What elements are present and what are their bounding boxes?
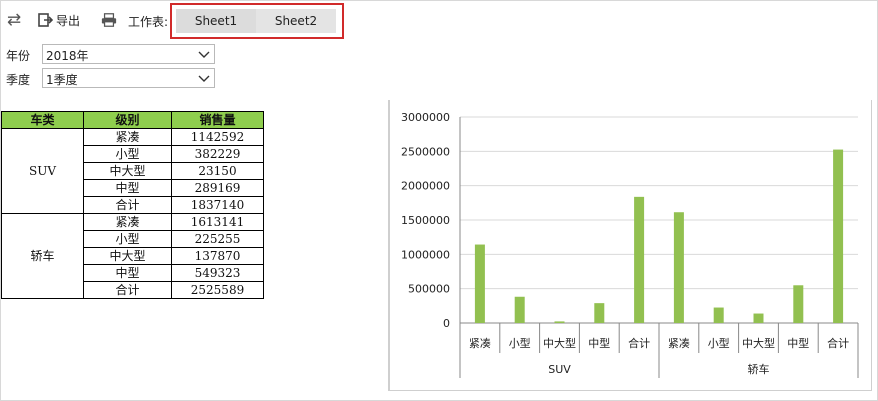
x-tick-label: 小型: [708, 336, 730, 350]
print-icon[interactable]: [101, 11, 117, 29]
year-select[interactable]: 2018年: [42, 44, 215, 64]
sheet-tabs: Sheet1 Sheet2: [176, 9, 336, 33]
level-cell: 中大型: [83, 247, 172, 265]
sales-cell: 382229: [171, 145, 264, 163]
sheet-label: 工作表:: [128, 15, 169, 29]
x-tick-label: 中大型: [543, 336, 576, 350]
y-tick-label: 1500000: [401, 214, 450, 227]
bar: [713, 307, 724, 323]
header-level: 级别: [83, 111, 172, 129]
table-row: 合计 2525589: [2, 281, 264, 299]
y-tick-label: 1000000: [401, 248, 450, 261]
bar: [634, 196, 645, 323]
level-cell: 小型: [83, 145, 172, 163]
x-tick-label: 紧凑: [469, 336, 491, 350]
level-cell: 中型: [83, 179, 172, 197]
table-row: SUV 紧凑 1142592: [1, 128, 264, 214]
year-filter-label: 年份: [6, 49, 31, 63]
x-tick-label: 小型: [509, 336, 531, 350]
y-tick-label: 2500000: [401, 145, 450, 158]
bar: [753, 313, 764, 323]
y-tick-label: 500000: [408, 283, 450, 296]
sheet-tabs-highlight: Sheet1 Sheet2: [170, 3, 344, 39]
refresh-icon[interactable]: ⇄: [6, 9, 22, 30]
header-sales: 销售量: [171, 111, 264, 129]
y-tick-label: 3000000: [401, 111, 450, 124]
table-row: 中大型 137870: [2, 247, 264, 265]
export-button[interactable]: 导出: [37, 11, 89, 29]
quarter-select-value: 1季度: [46, 73, 78, 87]
quarter-filter-label: 季度: [6, 73, 31, 87]
sales-cell: 1613141: [171, 213, 264, 231]
table-row: 中大型 23150: [2, 162, 264, 180]
x-tick-label: 中型: [588, 336, 610, 350]
x-tick-label: 合计: [827, 336, 849, 350]
bar: [514, 296, 525, 323]
bar: [594, 303, 605, 323]
tab-sheet1[interactable]: Sheet1: [176, 9, 256, 33]
table-row: 轿车 紧凑 1613141: [1, 213, 264, 299]
bar: [793, 285, 804, 323]
chart-panel: [388, 100, 872, 391]
level-cell: 紧凑: [83, 213, 172, 231]
x-tick-label: 中型: [787, 336, 809, 350]
level-cell: 合计: [83, 281, 172, 299]
y-tick-label: 2000000: [401, 180, 450, 193]
table-row: 小型 225255: [2, 230, 264, 248]
x-tick-label: 中大型: [742, 336, 775, 350]
chevron-down-icon: [198, 51, 210, 58]
bar: [673, 212, 684, 323]
level-cell: 合计: [83, 196, 172, 214]
export-icon: [38, 13, 53, 27]
level-cell: 中大型: [83, 162, 172, 180]
sales-cell: 2525589: [171, 281, 264, 299]
table-row: 中型 289169: [2, 179, 264, 197]
sales-table: 车类 级别 销售量 SUV 紧凑 1142592 小型 382229 中大型 2…: [1, 111, 264, 299]
sales-cell: 137870: [171, 247, 264, 265]
group-label: 轿车: [748, 362, 770, 376]
tab-sheet2[interactable]: Sheet2: [274, 14, 318, 28]
sales-cell: 289169: [171, 179, 264, 197]
bar: [554, 321, 565, 323]
year-select-value: 2018年: [46, 49, 89, 63]
sales-cell: 225255: [171, 230, 264, 248]
sales-cell: 549323: [171, 264, 264, 282]
chevron-down-icon: [198, 75, 210, 82]
sales-cell: 23150: [171, 162, 264, 180]
x-tick-label: 合计: [628, 336, 650, 350]
bar: [833, 149, 844, 323]
level-cell: 中型: [83, 264, 172, 282]
table-header-row: 车类 级别 销售量: [1, 111, 264, 129]
bar: [474, 244, 485, 323]
header-category: 车类: [1, 111, 84, 129]
level-cell: 小型: [83, 230, 172, 248]
group-cell-suv: SUV: [1, 128, 84, 214]
y-tick-label: 0: [443, 317, 450, 330]
sales-cell: 1142592: [171, 128, 264, 146]
quarter-select[interactable]: 1季度: [42, 68, 215, 88]
x-tick-label: 紧凑: [668, 336, 690, 350]
sales-bar-chart: 3000000 2500000 2000000 1500000 1000000 50000…: [401, 111, 859, 378]
level-cell: 紧凑: [83, 128, 172, 146]
sales-cell: 1837140: [171, 196, 264, 214]
group-cell-sedan: 轿车: [1, 213, 84, 299]
export-label: 导出: [56, 13, 81, 28]
group-label: SUV: [548, 363, 571, 376]
